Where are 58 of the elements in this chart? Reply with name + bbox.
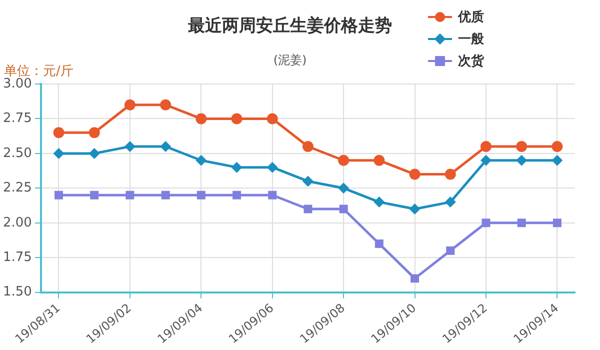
point xyxy=(338,182,350,194)
point xyxy=(266,113,278,124)
point xyxy=(196,190,206,200)
point xyxy=(231,162,242,173)
point xyxy=(374,154,385,166)
point xyxy=(126,190,134,200)
point xyxy=(552,141,563,152)
point xyxy=(480,141,492,152)
y-axis-title: 单位：元/斤 xyxy=(4,63,74,79)
point xyxy=(409,168,420,180)
point xyxy=(266,162,278,173)
y-tick-label: 2.50 xyxy=(2,146,32,161)
point xyxy=(410,274,420,283)
point xyxy=(374,239,384,248)
point xyxy=(338,154,350,166)
point xyxy=(53,148,64,159)
y-tick-label: 2.00 xyxy=(2,215,32,230)
point xyxy=(339,204,348,214)
point xyxy=(516,154,528,166)
point xyxy=(482,218,490,228)
legend-label: 次货 xyxy=(458,53,484,70)
chart-title: 最近两周安丘生姜价格走势 xyxy=(187,14,393,37)
point xyxy=(374,196,385,208)
point xyxy=(196,113,207,124)
point xyxy=(53,127,64,138)
y-tick-label: 2.25 xyxy=(2,180,32,196)
point xyxy=(90,190,99,200)
point xyxy=(160,99,172,110)
point xyxy=(446,246,455,255)
point xyxy=(160,141,172,152)
point xyxy=(552,218,562,228)
legend-label: 一般 xyxy=(458,31,484,48)
point xyxy=(231,113,242,124)
point xyxy=(516,141,528,152)
point xyxy=(480,154,492,166)
point xyxy=(552,154,563,166)
point xyxy=(232,190,242,200)
point xyxy=(409,203,420,214)
point xyxy=(196,154,207,166)
y-tick-label: 2.75 xyxy=(2,111,32,126)
point xyxy=(161,190,170,200)
y-tick-label: 1.50 xyxy=(2,284,32,300)
point xyxy=(302,141,314,152)
point xyxy=(124,99,136,110)
point xyxy=(88,148,100,159)
point xyxy=(268,190,277,200)
legend-label: 优质 xyxy=(458,9,484,26)
y-tick-label: 1.75 xyxy=(2,250,32,265)
point xyxy=(88,127,100,138)
point xyxy=(444,196,456,208)
point xyxy=(444,168,456,180)
point xyxy=(517,218,526,228)
point xyxy=(302,176,314,187)
point xyxy=(54,190,63,200)
chart-subtitle: (泥姜) xyxy=(272,52,308,69)
y-tick-label: 3.00 xyxy=(2,76,32,92)
point xyxy=(124,141,136,152)
point xyxy=(304,204,312,214)
